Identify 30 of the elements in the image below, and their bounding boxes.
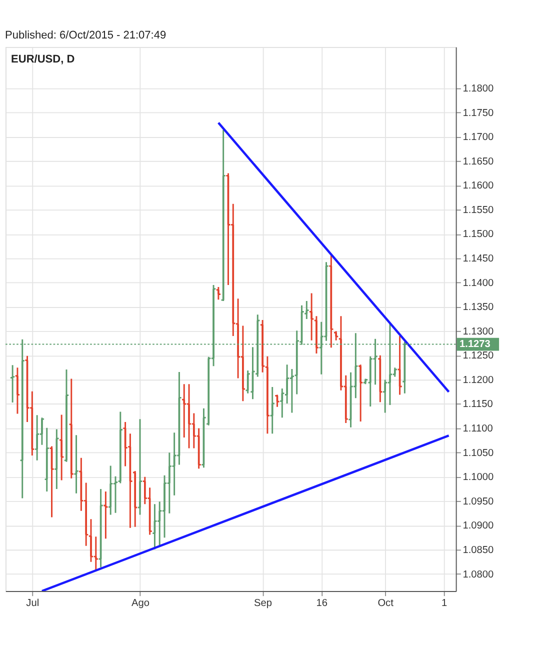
y-tick-label: 1.1150 <box>462 399 494 410</box>
x-tick-label: Oct <box>378 598 394 610</box>
y-tick-label: 1.1100 <box>462 424 494 435</box>
y-tick-label: 1.0950 <box>462 496 494 508</box>
x-tick-label: Ago <box>131 598 150 610</box>
y-tick-label: 1.0850 <box>462 544 494 556</box>
x-tick-label: Sep <box>254 598 272 610</box>
y-tick-label: 1.1800 <box>462 83 494 94</box>
y-tick-label: 1.1700 <box>462 132 494 144</box>
y-tick-label: 1.0900 <box>462 520 494 532</box>
text: EUR/USD, D <box>11 54 75 66</box>
y-tick-label: 1.1500 <box>462 229 494 240</box>
y-tick-label: 1.1650 <box>462 156 494 168</box>
y-tick-label: 1.1600 <box>462 180 494 192</box>
y-tick-label: 1.1250 <box>462 350 494 362</box>
y-tick-label: 1.1350 <box>462 302 494 314</box>
x-tick-label: 1 <box>442 598 448 610</box>
y-tick-label: 1.1400 <box>462 278 494 289</box>
y-tick-label: 1.1450 <box>462 253 494 264</box>
ref-line-label: 1.1273 <box>460 339 491 350</box>
chart-title: Published: 6/Oct/2015 - 21:07:49 <box>5 30 166 42</box>
y-tick-label: 1.1200 <box>462 374 494 386</box>
x-tick-label: Jul <box>26 598 40 610</box>
y-tick-label: 1.1750 <box>462 108 494 119</box>
x-tick-label: 16 <box>316 598 328 610</box>
y-tick-label: 1.1050 <box>462 448 494 459</box>
y-tick-label: 1.0800 <box>462 569 494 580</box>
y-tick-label: 1.1300 <box>462 326 494 338</box>
y-tick-label: 1.1550 <box>462 204 494 216</box>
y-tick-label: 1.1000 <box>462 472 494 484</box>
